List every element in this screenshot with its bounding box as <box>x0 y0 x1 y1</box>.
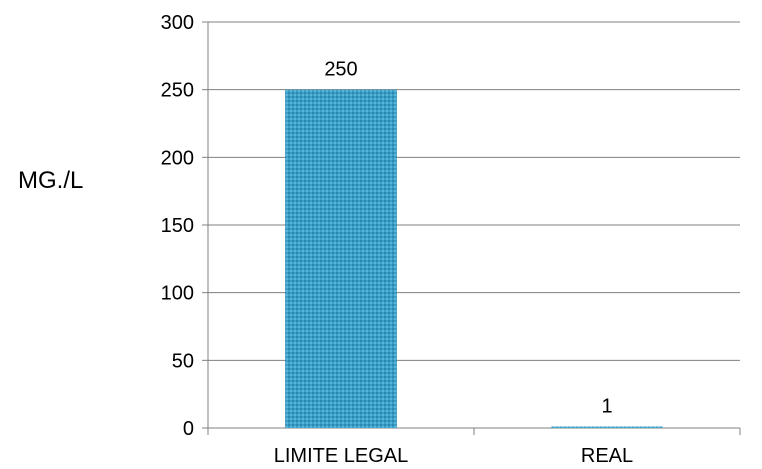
y-axis-title: MG./L <box>18 167 83 194</box>
bar-real <box>551 426 663 428</box>
x-category-label: LIMITE LEGAL <box>274 445 409 467</box>
y-tick-label: 250 <box>161 80 194 102</box>
y-tick-label: 0 <box>183 418 194 440</box>
data-label: 250 <box>324 59 357 81</box>
x-category-label: REAL <box>581 445 633 467</box>
data-label: 1 <box>601 396 612 418</box>
y-tick-label: 200 <box>161 147 194 169</box>
y-tick-label: 50 <box>172 350 194 372</box>
y-tick-label: 100 <box>161 283 194 305</box>
y-axis-ticks: 0 50 100 150 200 250 300 <box>161 12 208 440</box>
x-axis-ticks: LIMITE LEGAL REAL <box>207 428 741 467</box>
y-tick-label: 300 <box>161 12 194 34</box>
bar-limite-legal <box>285 89 397 429</box>
bars: 250 1 <box>285 59 663 429</box>
y-tick-label: 150 <box>161 215 194 237</box>
